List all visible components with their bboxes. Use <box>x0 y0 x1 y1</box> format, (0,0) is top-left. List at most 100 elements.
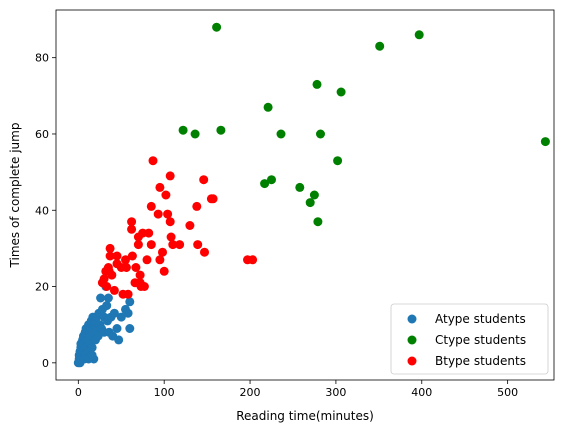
data-point <box>316 129 325 139</box>
legend-label: Btype students <box>435 354 526 368</box>
y-tick-label: 0 <box>42 357 49 370</box>
data-point <box>313 217 323 227</box>
data-point <box>107 270 117 280</box>
x-tick-label: 0 <box>75 386 82 399</box>
data-point <box>131 263 141 272</box>
data-point <box>142 255 152 265</box>
plot-frame <box>55 9 555 381</box>
data-point <box>192 201 202 211</box>
data-point <box>123 289 133 299</box>
data-point <box>114 335 124 345</box>
data-point <box>133 240 143 250</box>
data-point <box>312 79 322 89</box>
x-axis-label: Reading time(minutes) <box>236 409 374 423</box>
data-point <box>155 182 165 192</box>
data-point <box>133 232 143 242</box>
y-axis: 0 20 40 60 80 <box>35 52 56 370</box>
data-point <box>125 297 135 307</box>
data-point <box>146 201 156 211</box>
data-point <box>263 102 273 112</box>
data-point <box>127 217 137 227</box>
data-point <box>178 125 188 135</box>
data-point <box>135 270 145 280</box>
data-point <box>105 243 115 253</box>
data-point <box>165 171 175 181</box>
data-point <box>112 251 122 261</box>
points-layer <box>73 22 550 368</box>
data-point <box>144 228 154 238</box>
data-point <box>175 240 185 250</box>
data-point <box>200 247 209 257</box>
data-point <box>112 324 122 333</box>
x-tick-label: 200 <box>240 386 261 399</box>
y-axis-label: Times of complete jump <box>8 123 22 269</box>
data-point <box>336 87 346 97</box>
data-point <box>267 175 276 185</box>
y-tick-label: 40 <box>35 204 49 217</box>
legend-marker <box>407 356 417 366</box>
data-point <box>161 190 171 200</box>
data-point <box>87 350 97 360</box>
data-point <box>305 198 315 208</box>
data-point <box>127 224 137 234</box>
series-0 <box>73 282 135 368</box>
data-point <box>139 282 149 291</box>
data-point <box>109 285 119 295</box>
data-point <box>193 240 203 250</box>
x-tick-label: 500 <box>497 386 518 399</box>
legend-label: Atype students <box>435 312 526 326</box>
x-tick-label: 400 <box>411 386 432 399</box>
data-point <box>248 255 258 265</box>
data-point <box>121 263 131 272</box>
data-point <box>121 255 130 265</box>
data-point <box>309 190 319 200</box>
data-point <box>105 251 115 261</box>
data-point <box>212 22 222 32</box>
data-point <box>276 129 286 139</box>
data-point <box>127 251 137 261</box>
data-point <box>148 156 158 166</box>
data-point <box>216 125 226 135</box>
data-point <box>199 175 209 185</box>
data-point <box>163 209 173 219</box>
x-tick-label: 300 <box>325 386 346 399</box>
x-tick-label: 100 <box>154 386 175 399</box>
data-point <box>96 293 106 303</box>
y-tick-label: 60 <box>35 128 49 141</box>
legend-box <box>390 303 549 375</box>
data-point <box>414 30 424 40</box>
legend: Atype students Ctype students Btype studen… <box>390 303 549 375</box>
data-point <box>260 179 270 189</box>
series-1 <box>178 22 550 227</box>
data-point <box>206 194 216 204</box>
data-point <box>375 41 385 51</box>
data-point <box>153 209 163 219</box>
data-point <box>159 266 169 276</box>
data-point <box>87 343 97 353</box>
series-2 <box>97 156 258 299</box>
data-point <box>295 182 305 192</box>
data-point <box>185 221 195 230</box>
data-point <box>155 255 165 265</box>
data-point <box>116 312 126 322</box>
data-point <box>123 308 133 318</box>
data-point <box>190 129 200 139</box>
x-axis: 0 100 200 300 400 500 <box>75 380 518 399</box>
data-point <box>146 240 156 250</box>
data-point <box>166 232 176 242</box>
data-point <box>168 240 178 250</box>
legend-marker <box>407 314 417 324</box>
y-tick-label: 20 <box>35 281 49 294</box>
data-point <box>103 293 113 303</box>
data-point <box>125 324 135 333</box>
data-point <box>102 282 112 291</box>
data-point <box>109 308 119 318</box>
data-point <box>165 217 175 227</box>
data-point <box>333 156 343 166</box>
legend-marker <box>407 335 417 345</box>
data-point <box>102 301 112 311</box>
y-tick-label: 80 <box>35 52 49 65</box>
data-point <box>540 137 550 147</box>
data-point <box>158 247 167 257</box>
